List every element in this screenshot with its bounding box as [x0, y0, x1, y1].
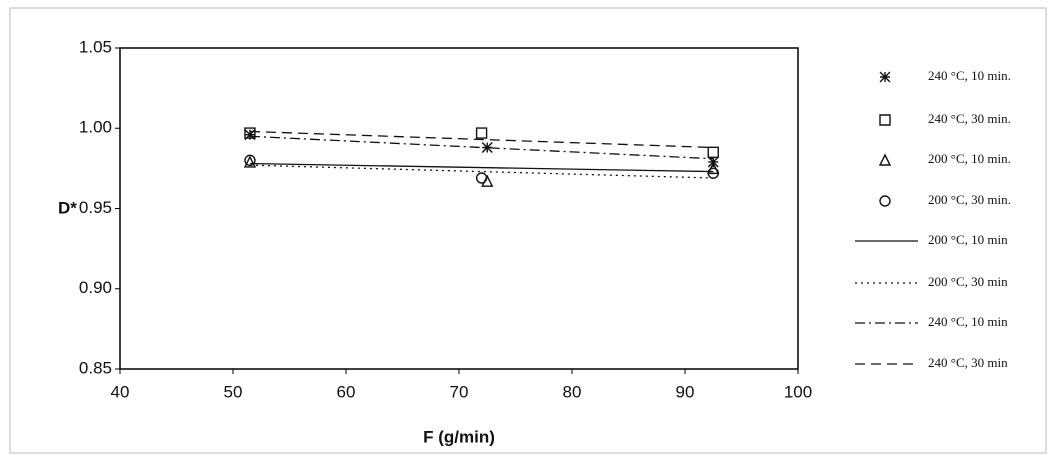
legend-label: 240 °C, 10 min.: [928, 68, 1011, 83]
y-tick-label: 0.90: [79, 278, 112, 297]
x-tick-label: 90: [676, 382, 695, 401]
point-square: [879, 114, 891, 126]
x-tick-label: 50: [224, 382, 243, 401]
point-circle: [707, 167, 719, 179]
y-tick-label: 0.85: [79, 358, 112, 377]
trend-line: [249, 135, 714, 160]
point-circle: [244, 154, 256, 166]
point-asterisk: [244, 129, 256, 141]
y-tick-label: 1.05: [79, 37, 112, 56]
legend-label: 240 °C, 30 min.: [928, 111, 1011, 126]
x-tick-label: 70: [450, 382, 469, 401]
point-triangle: [243, 155, 257, 168]
frame: [9, 7, 1047, 454]
point-square: [244, 127, 256, 139]
point-asterisk: [481, 142, 493, 154]
legend-label: 200 °C, 10 min.: [928, 151, 1011, 166]
point-circle: [879, 195, 891, 207]
x-tick-label: 80: [563, 382, 582, 401]
y-axis-label: D*: [58, 198, 77, 217]
legend-label: 200 °C, 30 min.: [928, 192, 1011, 207]
legend-label: 240 °C, 10 min: [928, 314, 1008, 329]
trend-line: [249, 162, 714, 173]
legend-label: 240 °C, 30 min: [928, 355, 1008, 370]
point-asterisk: [879, 71, 891, 83]
point-triangle: [878, 153, 892, 166]
plot-area: [119, 47, 799, 370]
y-tick-label: 1.00: [79, 118, 112, 137]
legend-label: 200 °C, 10 min: [928, 232, 1008, 247]
trend-line: [249, 130, 714, 149]
point-square: [707, 146, 719, 159]
y-tick-label: 0.95: [79, 198, 112, 217]
legend-label: 200 °C, 30 min: [928, 274, 1008, 289]
point-circle: [475, 172, 488, 184]
x-tick-label: 100: [784, 382, 812, 401]
x-tick-label: 60: [337, 382, 356, 401]
point-square: [475, 127, 488, 139]
x-axis-label: F (g/min): [423, 427, 495, 446]
x-tick-label: 40: [111, 382, 130, 401]
